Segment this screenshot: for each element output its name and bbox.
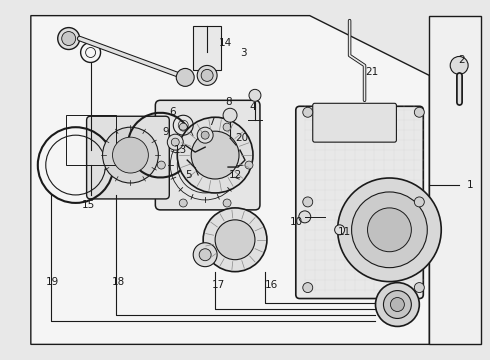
Text: 6: 6 [169, 107, 175, 117]
Text: 20: 20 [236, 133, 248, 143]
Circle shape [191, 131, 239, 179]
Circle shape [203, 208, 267, 272]
Circle shape [102, 127, 158, 183]
Text: 1: 1 [467, 180, 473, 190]
Circle shape [450, 57, 468, 75]
Text: 21: 21 [365, 67, 378, 77]
Circle shape [197, 66, 217, 85]
Circle shape [197, 127, 213, 143]
Text: 8: 8 [225, 97, 231, 107]
Text: 7: 7 [208, 117, 215, 127]
Circle shape [157, 161, 165, 169]
FancyBboxPatch shape [313, 103, 396, 142]
Circle shape [58, 28, 80, 50]
Circle shape [368, 208, 412, 252]
Circle shape [415, 197, 424, 207]
Circle shape [299, 211, 311, 223]
Text: 18: 18 [112, 276, 125, 287]
Circle shape [215, 220, 255, 260]
Text: 12: 12 [228, 170, 242, 180]
Polygon shape [31, 15, 429, 345]
Circle shape [199, 249, 211, 261]
Circle shape [62, 32, 75, 45]
Circle shape [177, 117, 253, 193]
Circle shape [223, 199, 231, 207]
Circle shape [167, 134, 183, 150]
Text: 14: 14 [219, 37, 232, 48]
Circle shape [179, 199, 187, 207]
Circle shape [338, 178, 441, 282]
Circle shape [375, 283, 419, 327]
Circle shape [223, 108, 237, 122]
Circle shape [113, 137, 148, 173]
Text: 19: 19 [46, 276, 59, 287]
FancyBboxPatch shape [296, 106, 423, 298]
Text: 15: 15 [82, 200, 95, 210]
Circle shape [201, 131, 209, 139]
FancyBboxPatch shape [429, 15, 481, 345]
Circle shape [223, 123, 231, 131]
Circle shape [303, 197, 313, 207]
Circle shape [179, 123, 187, 131]
Text: 3: 3 [240, 49, 246, 58]
Text: 9: 9 [162, 127, 169, 137]
Circle shape [303, 283, 313, 293]
Text: 2: 2 [458, 55, 465, 66]
Circle shape [415, 283, 424, 293]
Circle shape [415, 107, 424, 117]
Text: 13: 13 [173, 145, 187, 155]
Text: 4: 4 [250, 102, 256, 112]
Text: 5: 5 [185, 170, 192, 180]
Circle shape [303, 107, 313, 117]
Circle shape [352, 192, 427, 268]
Circle shape [201, 69, 213, 81]
Circle shape [335, 225, 344, 235]
Circle shape [193, 243, 217, 267]
Circle shape [384, 291, 412, 319]
Circle shape [391, 298, 404, 311]
Circle shape [176, 68, 194, 86]
Circle shape [249, 89, 261, 101]
FancyBboxPatch shape [155, 100, 260, 210]
Circle shape [245, 161, 253, 169]
Text: 16: 16 [265, 280, 278, 289]
Text: 17: 17 [212, 280, 225, 289]
Text: 11: 11 [338, 227, 351, 237]
Text: 10: 10 [290, 217, 303, 227]
FancyBboxPatch shape [87, 116, 169, 199]
Circle shape [172, 138, 179, 146]
FancyBboxPatch shape [193, 26, 221, 71]
